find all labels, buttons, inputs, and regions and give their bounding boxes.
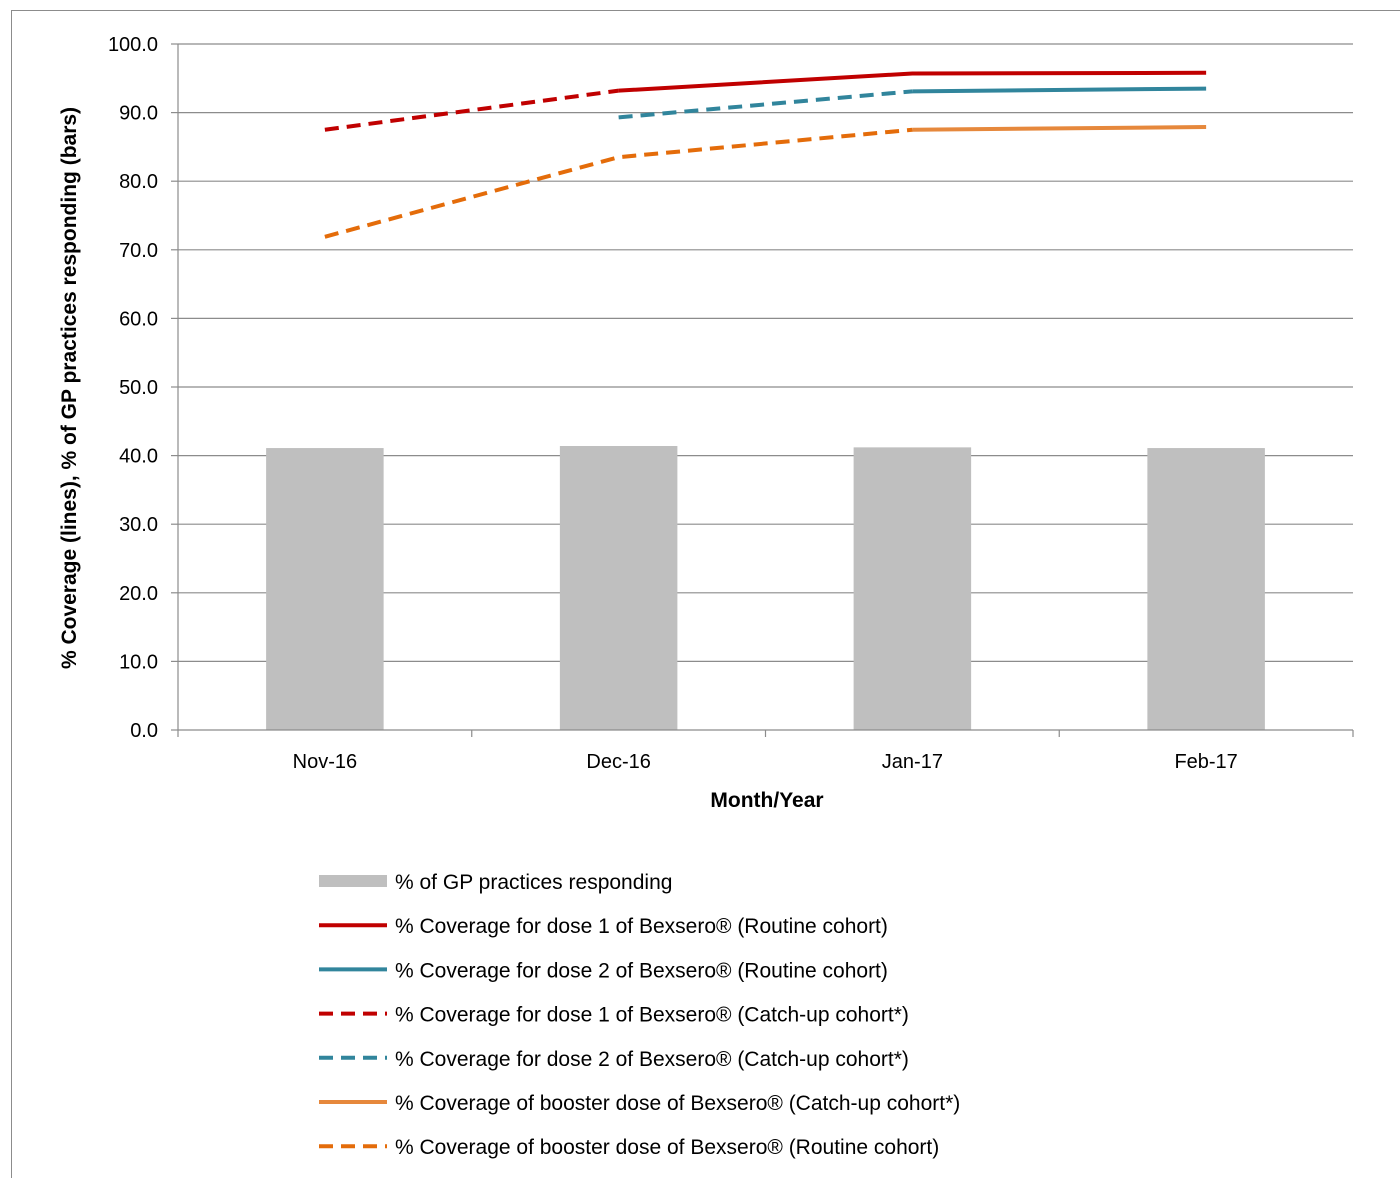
bar-feb-17 [1147, 448, 1265, 730]
y-tick-label: 100.0 [108, 34, 158, 56]
y-tick-label: 50.0 [119, 377, 158, 399]
series-lines [324, 70, 1207, 239]
legend-label: % Coverage of booster dose of Bexsero® (… [395, 1092, 960, 1115]
x-tick-label: Feb-17 [1174, 751, 1237, 773]
legend: % of GP practices responding % Coverage f… [319, 871, 960, 1159]
y-tick-label: 60.0 [119, 308, 158, 330]
legend-label: % of GP practices responding [395, 871, 672, 894]
bar-nov-16 [266, 448, 384, 730]
legend-label: % Coverage for dose 2 of Bexsero® (Routi… [395, 959, 888, 982]
series-line-2 [912, 86, 1207, 94]
x-tick-label: Dec-16 [586, 751, 650, 773]
y-tick-label: 30.0 [119, 514, 158, 536]
y-tick-label: 0.0 [130, 720, 158, 742]
y-tick-label: 90.0 [119, 103, 158, 125]
legend-label: % Coverage for dose 2 of Bexsero® (Catch… [395, 1048, 909, 1071]
y-tick-label: 20.0 [119, 583, 158, 605]
x-tick-labels: Nov-16 Dec-16 Jan-17 Feb-17 [293, 751, 1238, 773]
series-line-1 [618, 70, 1207, 93]
legend-swatch-bar [319, 875, 387, 887]
bar-jan-17 [853, 447, 972, 730]
y-axis-title: % Coverage (lines), % of GP practices re… [58, 107, 81, 669]
x-tick-label: Nov-16 [293, 751, 357, 773]
y-tick-label: 10.0 [119, 651, 158, 673]
y-tick-label: 80.0 [119, 171, 158, 193]
series-line-5 [912, 125, 1207, 132]
legend-label: % Coverage for dose 1 of Bexsero® (Routi… [395, 915, 888, 938]
bars [266, 445, 1265, 730]
x-tick-label: Jan-17 [882, 751, 943, 773]
series-line-3 [324, 88, 619, 132]
y-tick-label: 40.0 [119, 446, 158, 468]
legend-label: % Coverage of booster dose of Bexsero® (… [395, 1136, 939, 1159]
series-line-6 [324, 127, 913, 239]
y-tick-labels: 0.0 10.0 20.0 30.0 40.0 50.0 60.0 70.0 80.0 90.0 1… [108, 34, 158, 742]
series-line-4 [618, 89, 913, 120]
bar-dec-16 [559, 445, 678, 730]
legend-label: % Coverage for dose 1 of Bexsero® (Catch… [395, 1004, 909, 1027]
y-tick-label: 70.0 [119, 240, 158, 262]
axes [171, 43, 1354, 737]
x-axis-title: Month/Year [710, 789, 823, 812]
chart-frame [11, 10, 1400, 1178]
